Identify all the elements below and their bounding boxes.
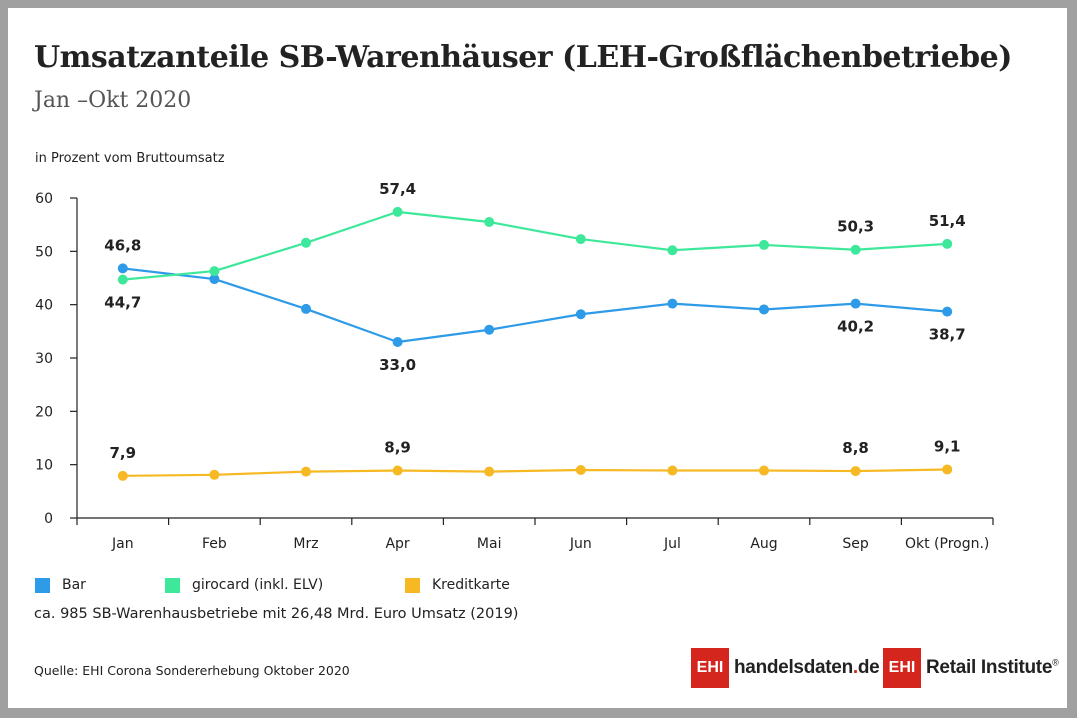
data-point-kreditkarte <box>667 465 678 476</box>
retail-institute-label: Retail Institute <box>926 657 1053 678</box>
data-point-bar <box>392 337 403 347</box>
data-label-bar: 40,2 <box>837 318 874 336</box>
data-point-kreditkarte <box>117 470 128 481</box>
x-tick-label: Aug <box>750 536 777 552</box>
data-point-kreditkarte <box>301 466 311 477</box>
data-point-kreditkarte <box>392 465 403 476</box>
legend-item-bar: Bar <box>35 576 86 594</box>
data-point-bar <box>575 309 586 320</box>
data-point-girocard <box>759 239 769 250</box>
ehi-logo-box-2: EHI <box>883 648 921 688</box>
legend-swatch-kreditkarte <box>405 577 420 593</box>
data-point-bar <box>850 298 861 309</box>
line-chart: in Prozent vom Bruttoumsatz 0 10 20 30 40 50 6… <box>35 151 994 552</box>
data-point-bar <box>117 263 128 274</box>
data-point-kreditkarte <box>209 469 220 480</box>
data-point-bar <box>667 298 678 309</box>
data-label-bar: 38,7 <box>929 326 966 344</box>
data-point-girocard <box>117 274 128 285</box>
data-point-bar <box>301 303 311 314</box>
data-label-bar: 33,0 <box>379 356 416 374</box>
data-label-bar: 46,8 <box>104 236 141 254</box>
x-tick-label: Mrz <box>293 536 318 552</box>
chart-axes: 0 10 20 30 40 50 60 Jan Feb Mrz Apr Mai Jun Jul Aug Sep… <box>35 191 994 552</box>
data-point-kreditkarte <box>484 466 495 477</box>
data-label-girocard: 44,7 <box>104 294 141 312</box>
source-note: Quelle: EHI Corona Sondererhebung Oktobe… <box>34 663 350 678</box>
footnote: ca. 985 SB-Warenhausbetriebe mit 26,48 M… <box>34 606 519 622</box>
data-label-kreditkarte: 9,1 <box>934 437 961 455</box>
data-point-girocard <box>484 217 495 227</box>
data-point-bar <box>759 304 769 315</box>
data-label-kreditkarte: 7,9 <box>110 444 137 462</box>
x-tick-label: Jan <box>111 536 134 552</box>
ehi-retail-institute-logo: EHI Retail Institute® <box>883 648 1059 688</box>
data-point-girocard <box>575 234 586 245</box>
x-tick-label: Jul <box>663 536 681 552</box>
data-point-kreditkarte <box>759 465 769 476</box>
series-line-girocard <box>122 210 948 281</box>
data-label-girocard: 57,4 <box>379 180 416 198</box>
y-tick-label: 50 <box>35 244 53 260</box>
data-point-girocard <box>392 206 403 217</box>
ehi-logo-box: EHI <box>691 648 729 688</box>
data-point-kreditkarte <box>850 466 861 477</box>
legend-label-kreditkarte: Kreditkarte <box>432 577 510 593</box>
y-tick-label: 20 <box>35 404 53 420</box>
legend-swatch-girocard <box>165 577 180 593</box>
data-point-girocard <box>667 245 678 256</box>
data-point-bar <box>484 324 495 335</box>
y-tick-label: 40 <box>35 298 53 314</box>
series-line-kreditkarte <box>122 468 948 477</box>
unit-label: in Prozent vom Bruttoumsatz <box>35 151 225 166</box>
data-point-girocard <box>942 238 953 249</box>
legend-item-girocard: girocard (inkl. ELV) <box>165 576 323 594</box>
legend-label-bar: Bar <box>62 577 86 593</box>
chart-card: Umsatzanteile SB-Warenhäuser (LEH-Großfl… <box>8 8 1067 708</box>
registered-mark: ® <box>1052 657 1059 668</box>
chart-subtitle: Jan –Okt 2020 <box>34 88 192 113</box>
data-label-kreditkarte: 8,9 <box>384 439 411 457</box>
y-tick-label: 60 <box>35 191 53 207</box>
x-tick-label: Sep <box>842 536 869 552</box>
y-tick-label: 0 <box>44 511 53 527</box>
data-point-girocard <box>301 237 311 248</box>
x-tick-label: Jun <box>569 536 592 552</box>
data-point-kreditkarte <box>942 464 953 475</box>
legend-item-kreditkarte: Kreditkarte <box>405 576 510 594</box>
series-line-bar <box>122 267 948 344</box>
data-label-kreditkarte: 8,8 <box>842 439 869 457</box>
data-label-girocard: 50,3 <box>837 218 874 236</box>
data-point-bar <box>942 306 953 317</box>
x-tick-label: Feb <box>202 536 227 552</box>
y-tick-label: 10 <box>35 458 53 474</box>
legend-swatch-bar <box>35 577 50 593</box>
handelsdaten-logo: EHI handelsdaten.de <box>691 648 880 688</box>
legend-label-girocard: girocard (inkl. ELV) <box>192 577 324 593</box>
x-tick-label: Okt (Progn.) <box>905 536 989 552</box>
data-point-bar <box>209 274 220 285</box>
x-tick-label: Mai <box>477 536 502 552</box>
data-label-girocard: 51,4 <box>929 212 966 230</box>
series-layer <box>117 206 953 481</box>
x-tick-label: Apr <box>385 536 409 552</box>
retail-institute-text: Retail Institute® <box>926 657 1059 679</box>
data-point-girocard <box>209 266 220 277</box>
data-point-girocard <box>850 244 861 255</box>
handelsdaten-logo-text: handelsdaten.de <box>734 657 880 679</box>
handelsdaten-main: handelsdaten <box>734 657 853 678</box>
data-point-kreditkarte <box>575 465 586 475</box>
chart-title: Umsatzanteile SB-Warenhäuser (LEH-Großfl… <box>34 40 1012 75</box>
data-labels: 46,8 33,0 40,2 38,7 44,7 57,4 50,3 51,4 7,9 8,9 8,… <box>104 180 965 462</box>
handelsdaten-tld: de <box>857 657 880 678</box>
y-tick-label: 30 <box>35 351 53 367</box>
handelsdaten-dot: . <box>852 657 858 678</box>
